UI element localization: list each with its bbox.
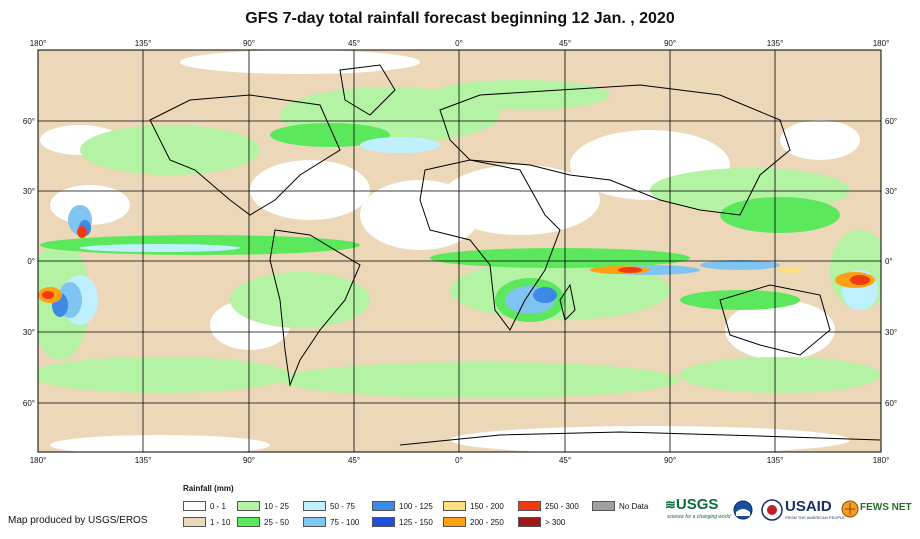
legend-swatch: [303, 517, 326, 527]
legend-label: 100 - 125: [399, 501, 433, 511]
legend-item: 150 - 200: [443, 501, 504, 511]
map-frame: [37, 49, 882, 453]
usaid-logo-text: USAID: [785, 498, 832, 515]
lon-tick: 90°: [664, 456, 676, 465]
lon-tick: 135°: [135, 39, 152, 48]
legend-swatch: [237, 501, 260, 511]
usgs-logo: ≋USGS: [665, 496, 718, 513]
legend-item: No Data: [592, 501, 648, 511]
legend-title: Rainfall (mm): [183, 484, 234, 493]
legend-item: 75 - 100: [303, 517, 359, 527]
lon-tick: 135°: [135, 456, 152, 465]
legend-label: 0 - 1: [210, 501, 227, 511]
lat-tick: 0°: [27, 257, 35, 266]
lon-tick: 45°: [559, 39, 571, 48]
legend-swatch: [372, 517, 395, 527]
legend-item: > 300: [518, 517, 565, 527]
legend-label: 10 - 25: [264, 501, 289, 511]
lat-tick: 60°: [23, 117, 35, 126]
legend-item: 100 - 125: [372, 501, 433, 511]
legend-item: 10 - 25: [237, 501, 289, 511]
lon-tick: 0°: [455, 39, 463, 48]
legend-label: 50 - 75: [330, 501, 355, 511]
usgs-logo-text: USGS: [675, 496, 719, 513]
legend-item: 1 - 10: [183, 517, 230, 527]
legend-swatch: [443, 501, 466, 511]
graticule: [38, 50, 881, 452]
legend-item: 50 - 75: [303, 501, 355, 511]
lon-tick: 90°: [243, 39, 255, 48]
usaid-tagline: FROM THE AMERICAN PEOPLE: [785, 515, 845, 520]
lon-tick: 90°: [243, 456, 255, 465]
legend-label: 75 - 100: [330, 517, 360, 527]
legend-item: 250 - 300: [518, 501, 579, 511]
lon-tick: 180°: [873, 456, 890, 465]
lat-ticks-left: 60° 30° 0° 30° 60°: [23, 117, 35, 408]
usgs-wave-icon: ≋: [665, 497, 676, 512]
coastlines: [149, 64, 881, 446]
usaid-seal-icon: [761, 499, 783, 521]
lon-tick: 45°: [348, 456, 360, 465]
legend-item: 200 - 250: [443, 517, 504, 527]
lon-tick: 45°: [559, 456, 571, 465]
rainfall-layer: [38, 50, 881, 452]
lat-tick: 30°: [885, 187, 897, 196]
lon-tick: 90°: [664, 39, 676, 48]
legend-label: 1 - 10: [210, 517, 231, 527]
legend-item: 0 - 1: [183, 501, 226, 511]
noaa-emblem-icon: [733, 500, 753, 520]
legend-label: 25 - 50: [264, 517, 289, 527]
fewsnet-logo-text: FEWS NET: [860, 502, 912, 513]
legend-item: 25 - 50: [237, 517, 289, 527]
lon-ticks-top: 180° 135° 90° 45° 0° 45° 90° 135° 180°: [30, 39, 890, 48]
lat-tick: 60°: [23, 399, 35, 408]
legend-swatch: [237, 517, 260, 527]
legend-swatch: [518, 517, 541, 527]
lon-tick: 180°: [30, 39, 47, 48]
legend-swatch: [372, 501, 395, 511]
legend-item: 125 - 150: [372, 517, 433, 527]
legend-label: 150 - 200: [470, 501, 504, 511]
legend-label: > 300: [545, 517, 566, 527]
legend-label: 200 - 250: [470, 517, 504, 527]
lat-tick: 30°: [23, 328, 35, 337]
usgs-tagline: science for a changing world: [667, 514, 731, 520]
lat-tick: 30°: [885, 328, 897, 337]
fewsnet-globe-icon: [841, 500, 859, 518]
legend-swatch: [592, 501, 615, 511]
credit-text: Map produced by USGS/EROS: [8, 515, 148, 526]
legend-label: No Data: [619, 501, 649, 511]
legend-swatch: [518, 501, 541, 511]
map-title: GFS 7-day total rainfall forecast beginn…: [245, 10, 675, 27]
legend-swatch: [183, 517, 206, 527]
legend-swatch: [303, 501, 326, 511]
heavy-rain-cores: [38, 226, 875, 303]
legend-swatch: [443, 517, 466, 527]
agency-logos: ≋USGS science for a changing world USAID…: [665, 496, 915, 528]
lat-tick: 60°: [885, 399, 897, 408]
lat-tick: 30°: [23, 187, 35, 196]
lon-tick: 180°: [873, 39, 890, 48]
lon-tick: 135°: [767, 456, 784, 465]
legend-swatch: [183, 501, 206, 511]
lon-tick: 180°: [30, 456, 47, 465]
lon-tick: 45°: [348, 39, 360, 48]
lon-tick: 135°: [767, 39, 784, 48]
legend-label: 125 - 150: [399, 517, 433, 527]
lat-ticks-right: 60° 30° 0° 30° 60°: [885, 117, 897, 408]
lon-ticks-bottom: 180° 135° 90° 45° 0° 45° 90° 135° 180°: [30, 456, 890, 465]
legend-label: 250 - 300: [545, 501, 579, 511]
lat-tick: 60°: [885, 117, 897, 126]
lon-tick: 0°: [455, 456, 463, 465]
lat-tick: 0°: [885, 257, 893, 266]
